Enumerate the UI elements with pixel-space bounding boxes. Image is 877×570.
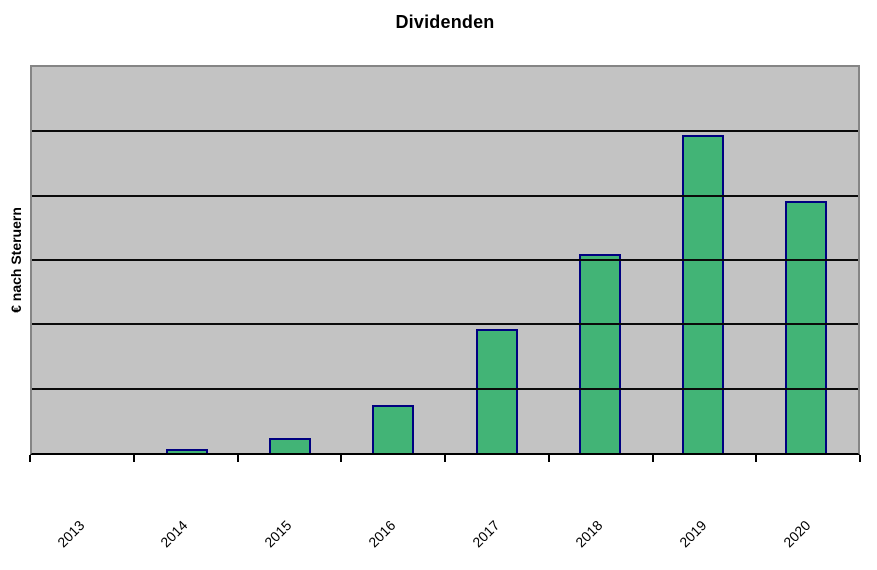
x-axis-tick-7 bbox=[755, 455, 758, 462]
y-axis-label: € nach Steruern bbox=[8, 207, 25, 313]
bar-2018 bbox=[578, 254, 621, 453]
gridline-2 bbox=[32, 194, 858, 197]
x-axis-tick-8 bbox=[859, 455, 861, 462]
bar-2019 bbox=[682, 134, 725, 453]
x-axis-tick-6 bbox=[651, 455, 654, 462]
x-axis-label-2015: 2015 bbox=[261, 517, 295, 551]
bar-2020 bbox=[785, 201, 828, 453]
gridline-5 bbox=[32, 387, 858, 390]
plot-area bbox=[30, 65, 860, 455]
gridline-1 bbox=[32, 130, 858, 133]
x-axis-label-2020: 2020 bbox=[780, 517, 814, 551]
chart-title: Dividenden bbox=[395, 12, 495, 32]
x-axis: 2013 2014 2015 2016 2017 2018 2019 2020 bbox=[29, 455, 861, 565]
x-axis-label-2016: 2016 bbox=[365, 517, 399, 551]
x-axis-label-2014: 2014 bbox=[157, 517, 191, 551]
bar-2017 bbox=[475, 329, 518, 453]
x-axis-tick-3 bbox=[340, 455, 343, 462]
x-axis-tick-0 bbox=[29, 455, 31, 462]
x-axis-label-2019: 2019 bbox=[676, 517, 710, 551]
bar-2015 bbox=[269, 438, 312, 453]
x-axis-label-2013: 2013 bbox=[53, 517, 88, 551]
x-axis-tick-2 bbox=[236, 455, 239, 462]
x-axis-label-2018: 2018 bbox=[572, 517, 606, 551]
bar-2016 bbox=[372, 405, 415, 453]
x-axis-tick-4 bbox=[444, 455, 446, 462]
x-axis-label-2017: 2017 bbox=[468, 517, 503, 551]
x-axis-tick-5 bbox=[547, 455, 550, 462]
gridline-3 bbox=[32, 259, 858, 261]
x-axis-tick-1 bbox=[132, 455, 135, 462]
bar-2014 bbox=[165, 449, 208, 453]
y-axis-label-container: € nach Steruern bbox=[0, 65, 32, 455]
gridline-4 bbox=[32, 323, 858, 326]
